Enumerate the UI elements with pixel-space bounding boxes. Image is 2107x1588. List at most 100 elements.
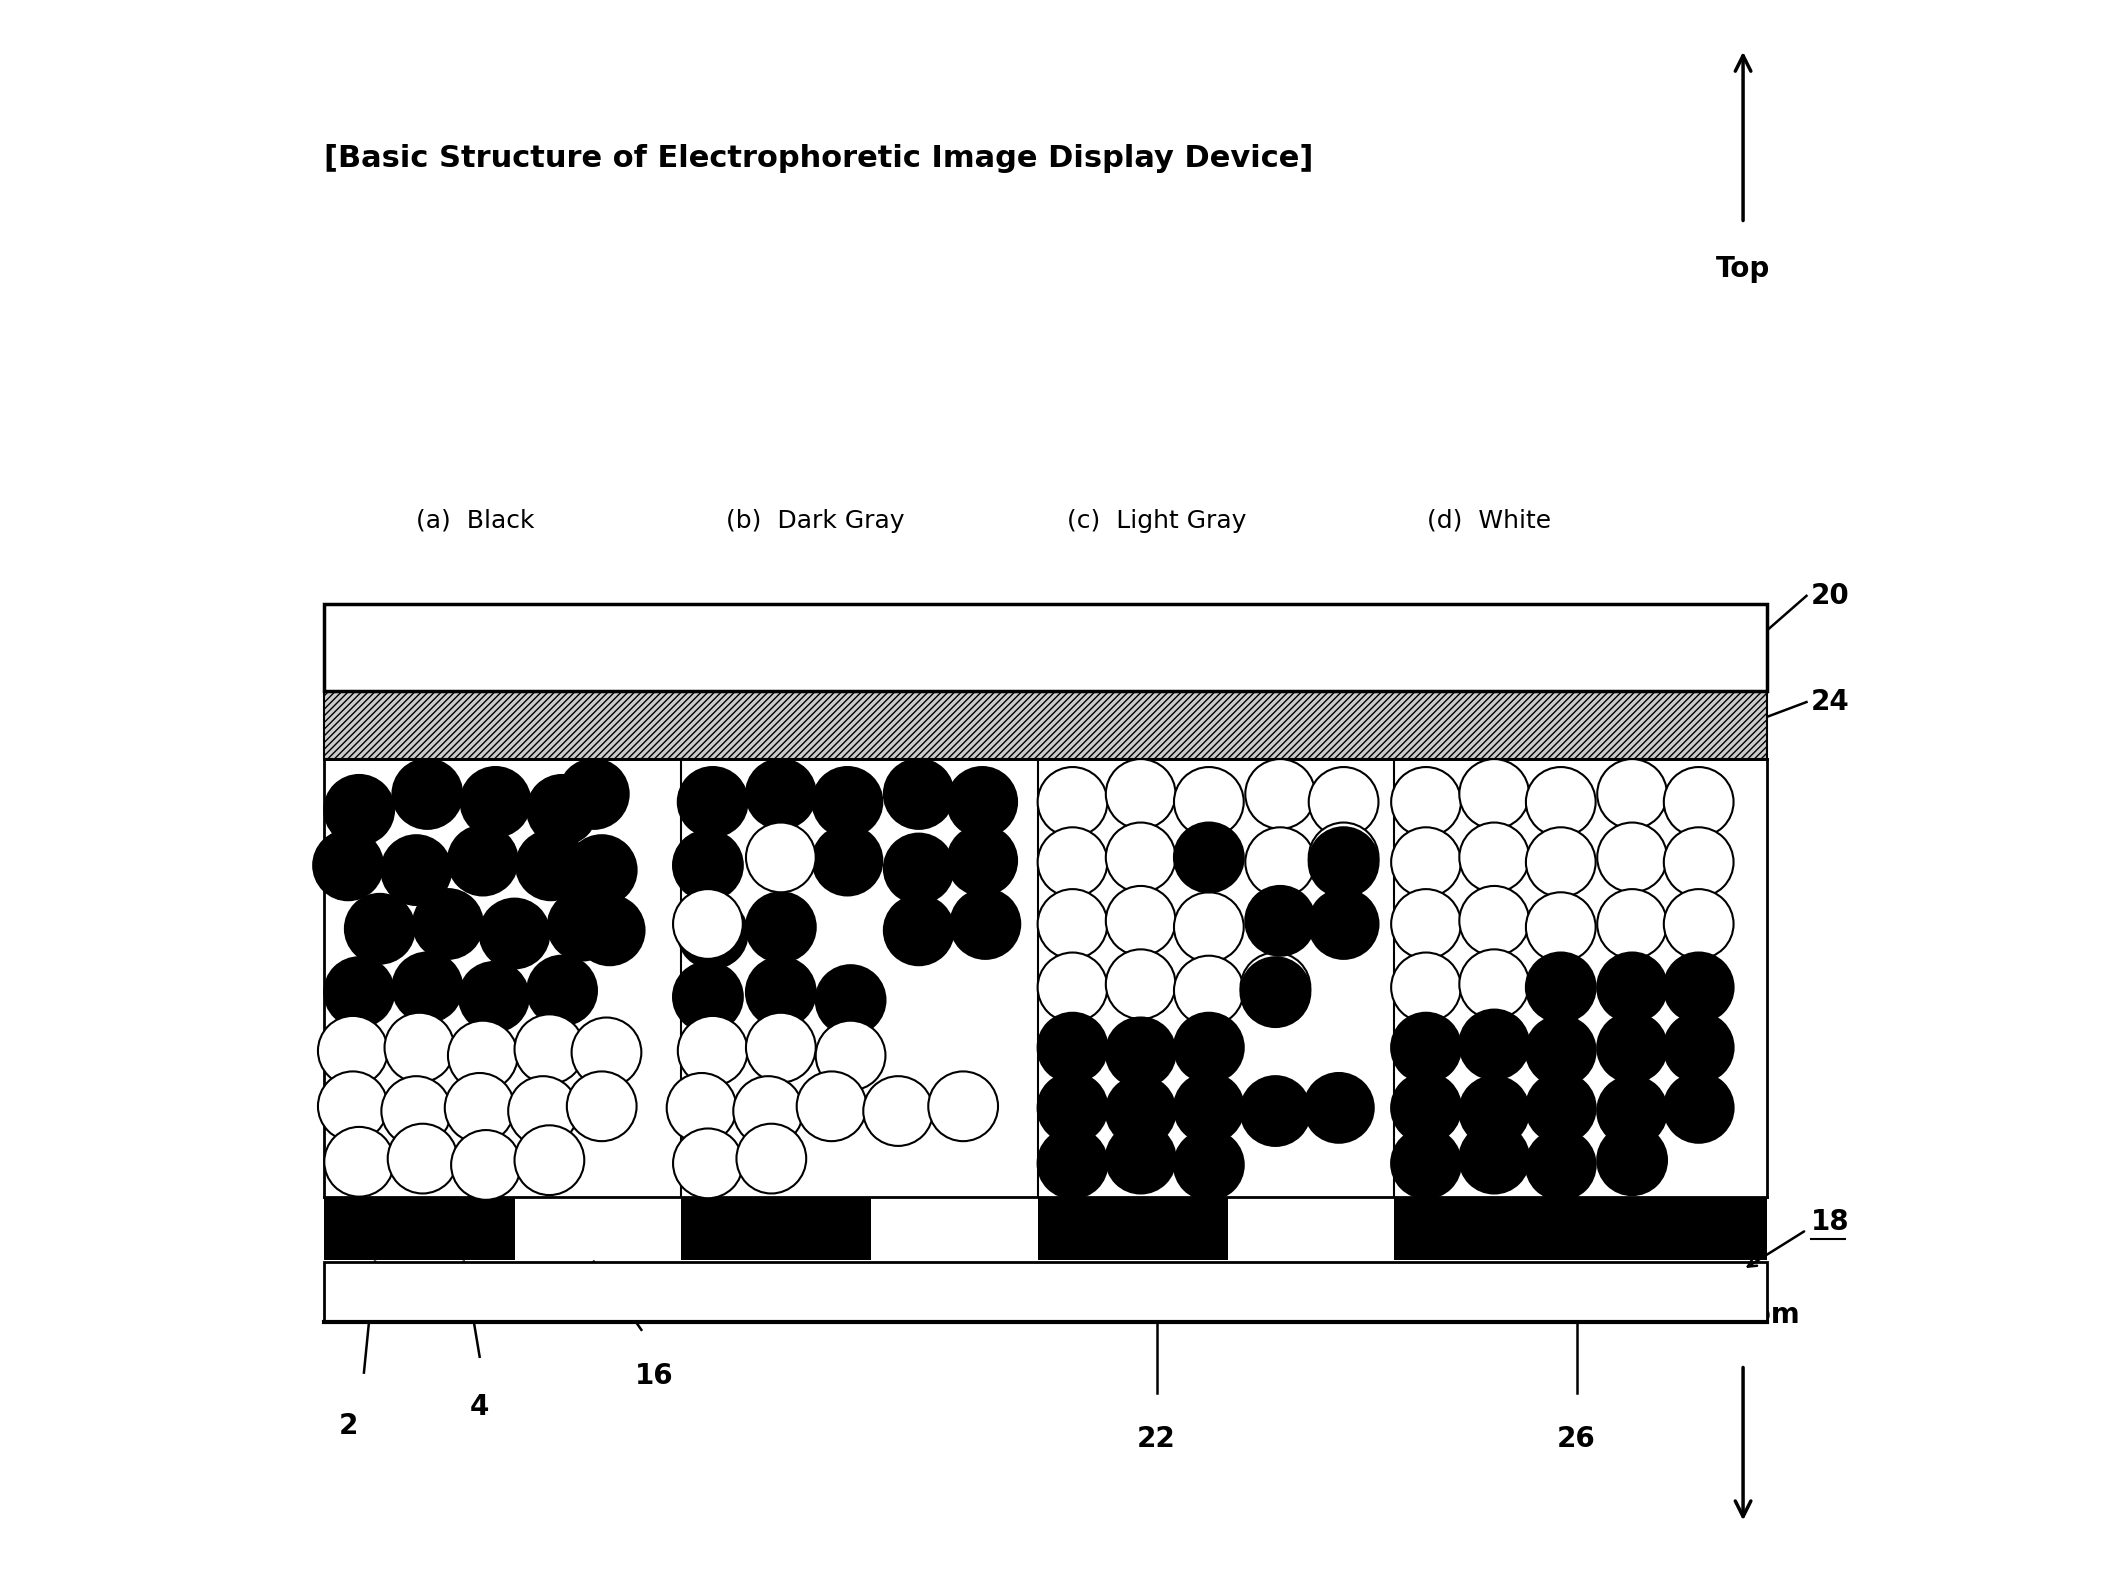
Circle shape xyxy=(746,759,815,829)
Circle shape xyxy=(1665,1013,1734,1083)
Circle shape xyxy=(445,1073,514,1143)
Text: Top: Top xyxy=(1715,256,1770,283)
Circle shape xyxy=(948,826,1018,896)
Circle shape xyxy=(392,759,461,829)
Circle shape xyxy=(480,899,550,969)
Circle shape xyxy=(1665,1073,1734,1143)
Circle shape xyxy=(796,1072,866,1142)
Circle shape xyxy=(1106,1018,1176,1088)
Circle shape xyxy=(1525,1073,1595,1143)
Circle shape xyxy=(318,1016,388,1086)
Circle shape xyxy=(1106,886,1176,956)
Circle shape xyxy=(1525,953,1595,1023)
Text: 24: 24 xyxy=(1812,688,1850,716)
Circle shape xyxy=(1665,827,1734,897)
Circle shape xyxy=(514,1126,584,1196)
Circle shape xyxy=(1391,953,1460,1023)
Circle shape xyxy=(1174,1131,1243,1201)
Bar xyxy=(324,1261,1768,1321)
Text: 26: 26 xyxy=(1557,1424,1595,1453)
Circle shape xyxy=(737,1124,807,1194)
Circle shape xyxy=(381,1077,451,1147)
Circle shape xyxy=(324,1127,394,1197)
Circle shape xyxy=(1106,759,1176,829)
Circle shape xyxy=(1665,953,1734,1023)
Circle shape xyxy=(548,891,617,961)
Circle shape xyxy=(1525,892,1595,962)
Circle shape xyxy=(1391,889,1460,959)
Circle shape xyxy=(1174,892,1243,962)
Circle shape xyxy=(1460,950,1530,1019)
Circle shape xyxy=(678,1016,748,1086)
Circle shape xyxy=(1597,953,1667,1023)
Circle shape xyxy=(1460,1010,1530,1080)
Text: 22: 22 xyxy=(1138,1424,1176,1453)
Circle shape xyxy=(1525,827,1595,897)
Circle shape xyxy=(1308,827,1378,897)
Text: [Basic Structure of Electrophoretic Image Display Device]: [Basic Structure of Electrophoretic Imag… xyxy=(324,145,1313,173)
Circle shape xyxy=(1106,1124,1176,1194)
Circle shape xyxy=(746,823,815,892)
Circle shape xyxy=(813,826,883,896)
Circle shape xyxy=(1174,1073,1243,1143)
Circle shape xyxy=(815,1021,885,1091)
Circle shape xyxy=(558,759,628,829)
Circle shape xyxy=(1037,1129,1108,1199)
Bar xyxy=(324,691,1768,759)
Circle shape xyxy=(1391,1129,1460,1199)
Circle shape xyxy=(527,956,596,1026)
Circle shape xyxy=(746,892,815,962)
Circle shape xyxy=(1037,767,1108,837)
Circle shape xyxy=(1460,759,1530,829)
Circle shape xyxy=(1665,767,1734,837)
Circle shape xyxy=(746,1013,815,1083)
Text: Bottom: Bottom xyxy=(1686,1301,1801,1329)
Text: 2: 2 xyxy=(339,1412,358,1440)
Circle shape xyxy=(1308,889,1378,959)
Bar xyxy=(1395,1197,1768,1259)
Circle shape xyxy=(1106,1077,1176,1147)
Circle shape xyxy=(1037,827,1108,897)
Bar xyxy=(324,603,1768,691)
Circle shape xyxy=(929,1072,999,1142)
Circle shape xyxy=(1245,759,1315,829)
Circle shape xyxy=(461,767,531,837)
Circle shape xyxy=(950,889,1020,959)
Circle shape xyxy=(1106,823,1176,892)
Circle shape xyxy=(381,835,451,905)
Circle shape xyxy=(1174,823,1243,892)
Circle shape xyxy=(1308,823,1378,892)
Circle shape xyxy=(1460,1077,1530,1147)
Circle shape xyxy=(1391,827,1460,897)
Circle shape xyxy=(567,1072,636,1142)
Circle shape xyxy=(1597,889,1667,959)
Circle shape xyxy=(1174,956,1243,1026)
Circle shape xyxy=(678,767,748,837)
Circle shape xyxy=(527,775,596,845)
Circle shape xyxy=(1037,1013,1108,1083)
Circle shape xyxy=(1174,767,1243,837)
Circle shape xyxy=(678,899,748,969)
Circle shape xyxy=(514,1015,584,1085)
Text: 4: 4 xyxy=(470,1393,489,1421)
Circle shape xyxy=(459,962,529,1032)
Circle shape xyxy=(1391,1073,1460,1143)
Circle shape xyxy=(948,767,1018,837)
Circle shape xyxy=(1037,953,1108,1023)
Circle shape xyxy=(813,767,883,837)
Circle shape xyxy=(1037,1073,1108,1143)
Circle shape xyxy=(575,896,645,966)
Circle shape xyxy=(1174,1013,1243,1083)
Circle shape xyxy=(388,1124,457,1194)
Circle shape xyxy=(314,831,383,900)
Circle shape xyxy=(451,1131,520,1201)
Circle shape xyxy=(1241,953,1311,1023)
Circle shape xyxy=(1037,889,1108,959)
Circle shape xyxy=(324,775,394,845)
Circle shape xyxy=(324,958,394,1027)
Circle shape xyxy=(1308,767,1378,837)
Circle shape xyxy=(1597,1077,1667,1147)
Circle shape xyxy=(392,953,461,1023)
Bar xyxy=(324,759,1768,1197)
Circle shape xyxy=(672,962,744,1032)
